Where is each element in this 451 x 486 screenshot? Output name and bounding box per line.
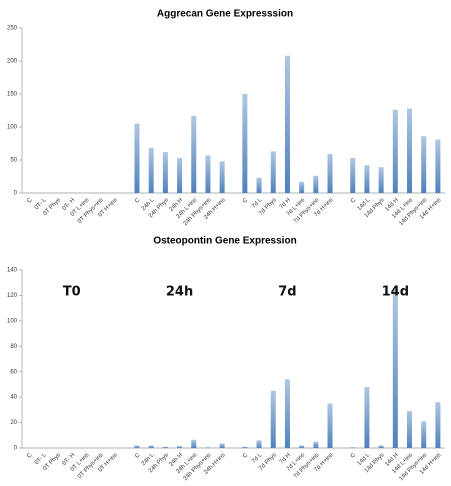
bar bbox=[364, 386, 370, 448]
bar bbox=[392, 109, 398, 193]
bar bbox=[327, 403, 333, 448]
y-tick-label: 20 bbox=[10, 420, 17, 426]
bar bbox=[313, 441, 319, 448]
bar bbox=[242, 94, 248, 193]
y-tick-label: 0 bbox=[14, 446, 18, 452]
x-tick-label: C bbox=[26, 452, 34, 460]
x-tick-label: C bbox=[134, 452, 142, 460]
y-tick-label: 50 bbox=[10, 158, 17, 164]
bar bbox=[350, 158, 356, 193]
bar bbox=[299, 181, 305, 193]
bar bbox=[284, 379, 290, 448]
bar bbox=[421, 421, 427, 448]
bar bbox=[162, 446, 168, 448]
bar bbox=[219, 161, 225, 193]
y-tick-label: 100 bbox=[7, 318, 18, 324]
x-tick-label: C bbox=[26, 197, 34, 205]
y-tick-label: 100 bbox=[7, 125, 18, 131]
bar bbox=[378, 445, 384, 448]
bar bbox=[435, 139, 441, 193]
bar bbox=[435, 402, 441, 448]
bar bbox=[242, 446, 248, 448]
chart-title: Osteopontin Gene Expression bbox=[153, 236, 296, 247]
bar bbox=[407, 411, 413, 448]
group-annotation: T0 bbox=[63, 285, 81, 300]
bar bbox=[134, 123, 140, 193]
y-tick-label: 250 bbox=[7, 26, 18, 32]
y-tick-label: 0 bbox=[14, 191, 18, 197]
x-tick-label: C bbox=[350, 197, 358, 205]
bar bbox=[270, 151, 276, 193]
bar bbox=[299, 445, 305, 448]
bar bbox=[270, 390, 276, 448]
bar bbox=[378, 167, 384, 193]
x-tick-label: C bbox=[134, 197, 142, 205]
y-tick-label: 60 bbox=[10, 369, 17, 375]
bar bbox=[313, 175, 319, 193]
y-tick-label: 150 bbox=[7, 92, 18, 98]
chart-title: Aggrecan Gene Expresssion bbox=[157, 9, 293, 20]
x-tick-label: C bbox=[350, 452, 358, 460]
bar bbox=[284, 55, 290, 193]
bar bbox=[407, 108, 413, 193]
y-tick-label: 80 bbox=[10, 344, 17, 350]
bar bbox=[191, 115, 197, 193]
bar bbox=[392, 289, 398, 448]
bar bbox=[327, 154, 333, 193]
bar bbox=[364, 165, 370, 193]
bar bbox=[205, 447, 211, 448]
bar bbox=[134, 445, 140, 448]
group-annotation: 14d bbox=[382, 285, 409, 300]
bar bbox=[191, 439, 197, 448]
group-annotation: 7d bbox=[278, 285, 296, 300]
bar bbox=[148, 148, 154, 193]
bar bbox=[177, 446, 183, 448]
group-annotation: 24h bbox=[166, 285, 193, 300]
bar bbox=[177, 158, 183, 193]
bar bbox=[162, 152, 168, 193]
y-tick-label: 200 bbox=[7, 59, 18, 65]
x-tick-label: C bbox=[242, 452, 250, 460]
bar bbox=[421, 136, 427, 193]
bar bbox=[205, 155, 211, 193]
y-tick-label: 120 bbox=[7, 293, 18, 299]
bar bbox=[219, 443, 225, 448]
bar bbox=[350, 447, 356, 448]
bar bbox=[256, 177, 262, 193]
x-tick-label: C bbox=[242, 197, 250, 205]
bar bbox=[148, 445, 154, 448]
y-tick-label: 40 bbox=[10, 395, 17, 401]
y-tick-label: 140 bbox=[7, 268, 18, 274]
bar bbox=[256, 440, 262, 448]
